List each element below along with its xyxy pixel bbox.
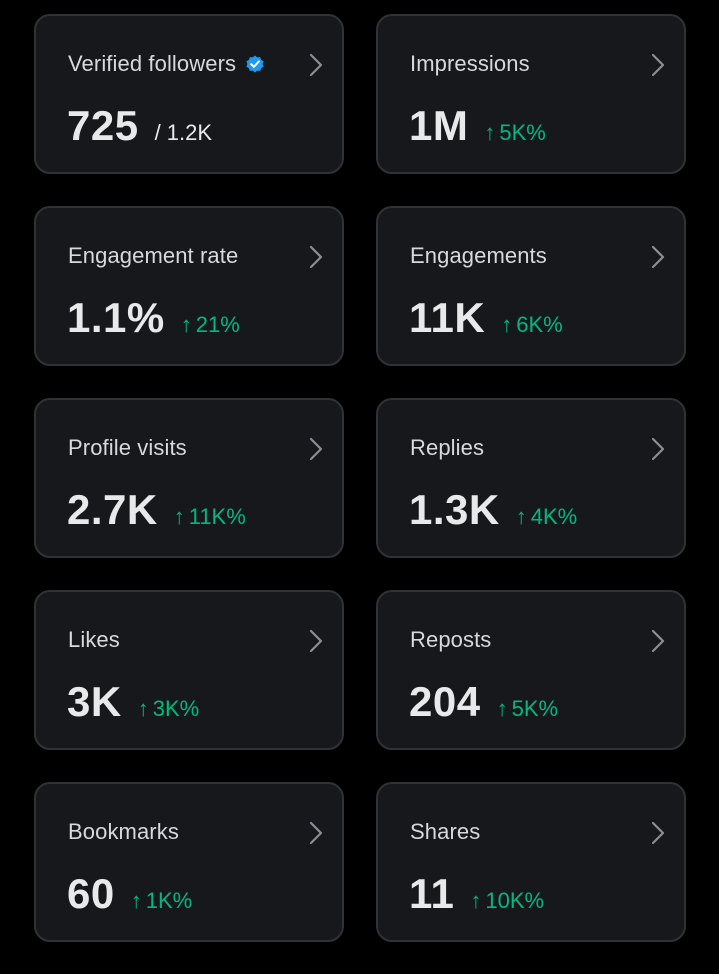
card-title-label: Engagement rate — [68, 243, 239, 268]
metric-card-replies[interactable]: Replies 1.3K ↑ 4K% — [376, 398, 686, 558]
chevron-right-icon — [651, 629, 665, 653]
card-title-label: Profile visits — [68, 435, 187, 460]
chevron-right-icon — [309, 53, 323, 77]
metric-change-value: 3K% — [152, 696, 200, 721]
metric-value: 2.7K — [67, 486, 158, 533]
metric-change: ↑ 11K% — [174, 504, 246, 530]
arrow-up-icon: ↑ — [180, 312, 192, 337]
card-title: Impressions — [410, 51, 530, 77]
card-title-label: Shares — [410, 819, 481, 844]
metric-value-row: 3K ↑ 3K% — [67, 678, 199, 726]
metric-value-row: 2.7K ↑ 11K% — [67, 486, 246, 534]
metric-value-row: 1.1% ↑ 21% — [67, 294, 240, 342]
metric-card-impressions[interactable]: Impressions 1M ↑ 5K% — [376, 14, 686, 174]
metric-change-value: 5K% — [499, 120, 546, 145]
metric-value: 1.1% — [67, 294, 165, 341]
metric-change: ↑ 6K% — [501, 312, 562, 338]
arrow-up-icon: ↑ — [484, 120, 496, 145]
card-title-label: Likes — [68, 627, 120, 652]
metric-change-value: 5K% — [511, 696, 559, 721]
metric-value: 725 — [67, 102, 139, 149]
metric-change: ↑ 1K% — [131, 888, 192, 914]
metric-change: ↑ 21% — [181, 312, 240, 338]
metric-change-value: 1K% — [145, 888, 193, 913]
metric-card-bookmarks[interactable]: Bookmarks 60 ↑ 1K% — [34, 782, 344, 942]
card-title-label: Replies — [410, 435, 485, 460]
metric-card-reposts[interactable]: Reposts 204 ↑ 5K% — [376, 590, 686, 750]
metric-card-shares[interactable]: Shares 11 ↑ 10K% — [376, 782, 686, 942]
metric-change: ↑ 3K% — [138, 696, 199, 722]
metric-value: 204 — [409, 678, 481, 725]
card-title: Engagement rate — [68, 243, 238, 269]
metric-change-value: 21% — [195, 312, 240, 337]
card-title: Bookmarks — [68, 819, 179, 845]
card-title: Replies — [410, 435, 484, 461]
verified-badge-icon — [244, 53, 266, 75]
card-title: Reposts — [410, 627, 491, 653]
metric-value: 3K — [67, 678, 122, 725]
chevron-right-icon — [309, 245, 323, 269]
metric-value-row: 11 ↑ 10K% — [409, 870, 544, 918]
chevron-right-icon — [651, 245, 665, 269]
arrow-up-icon: ↑ — [515, 504, 527, 529]
card-title: Verified followers — [68, 51, 266, 77]
card-title: Engagements — [410, 243, 547, 269]
card-title-label: Reposts — [410, 627, 492, 652]
metric-value-row: 1M ↑ 5K% — [409, 102, 546, 150]
metric-card-profile-visits[interactable]: Profile visits 2.7K ↑ 11K% — [34, 398, 344, 558]
metric-card-verified-followers[interactable]: Verified followers 725 / 1.2K — [34, 14, 344, 174]
chevron-right-icon — [309, 821, 323, 845]
metric-change-value: 11K% — [188, 504, 246, 529]
card-title-label: Bookmarks — [68, 819, 179, 844]
metric-value-row: 725 / 1.2K — [67, 102, 212, 150]
metric-change: ↑ 10K% — [470, 888, 544, 914]
card-title-label: Verified followers — [68, 51, 237, 76]
metric-value-row: 11K ↑ 6K% — [409, 294, 563, 342]
metric-value: 1.3K — [409, 486, 500, 533]
metric-card-engagement-rate[interactable]: Engagement rate 1.1% ↑ 21% — [34, 206, 344, 366]
metric-change-value: 6K% — [516, 312, 563, 337]
metric-change: ↑ 5K% — [497, 696, 558, 722]
metric-value: 11K — [409, 294, 486, 341]
metric-change: ↑ 5K% — [484, 120, 545, 146]
card-title: Profile visits — [68, 435, 187, 461]
arrow-up-icon: ↑ — [501, 312, 513, 337]
arrow-up-icon: ↑ — [496, 696, 508, 721]
chevron-right-icon — [651, 53, 665, 77]
card-title-label: Engagements — [410, 243, 547, 268]
chevron-right-icon — [309, 629, 323, 653]
card-title: Likes — [68, 627, 120, 653]
metric-denominator: / 1.2K — [154, 120, 213, 145]
arrow-up-icon: ↑ — [137, 696, 149, 721]
chevron-right-icon — [651, 437, 665, 461]
chevron-right-icon — [309, 437, 323, 461]
metric-value: 1M — [409, 102, 469, 149]
metric-change-value: 10K% — [485, 888, 545, 913]
metrics-grid: Verified followers 725 / 1.2K Impression… — [34, 14, 686, 942]
metric-value: 60 — [67, 870, 115, 917]
metric-change-value: 4K% — [530, 504, 578, 529]
arrow-up-icon: ↑ — [470, 888, 482, 913]
metric-card-likes[interactable]: Likes 3K ↑ 3K% — [34, 590, 344, 750]
metric-change: ↑ 4K% — [516, 504, 577, 530]
metric-value-row: 204 ↑ 5K% — [409, 678, 558, 726]
chevron-right-icon — [651, 821, 665, 845]
metric-value-row: 60 ↑ 1K% — [67, 870, 192, 918]
arrow-up-icon: ↑ — [130, 888, 142, 913]
metric-value-row: 1.3K ↑ 4K% — [409, 486, 577, 534]
arrow-up-icon: ↑ — [173, 504, 185, 529]
card-title: Shares — [410, 819, 480, 845]
metric-value: 11 — [409, 870, 455, 917]
metric-card-engagements[interactable]: Engagements 11K ↑ 6K% — [376, 206, 686, 366]
card-title-label: Impressions — [410, 51, 530, 76]
